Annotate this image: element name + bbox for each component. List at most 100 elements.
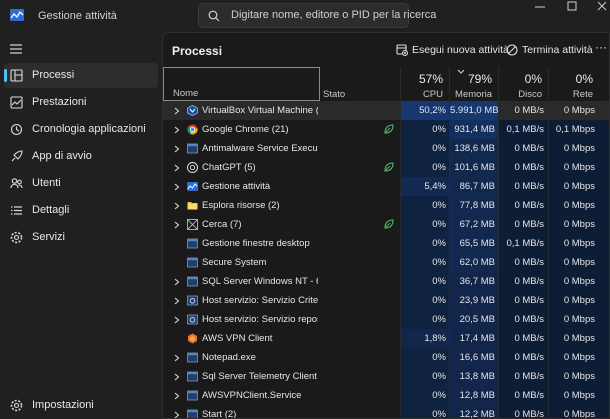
run-task-icon xyxy=(396,44,408,56)
sidebar-item-prestazioni[interactable]: Prestazioni xyxy=(4,90,158,115)
close-icon[interactable] xyxy=(588,0,610,14)
table-row[interactable]: Antimalware Service Executable 0% 138,6 MB… xyxy=(163,139,609,158)
mem-value: 13,8 MB xyxy=(459,371,495,382)
memory-label: Memoria xyxy=(455,89,492,100)
mem-value: 101,6 MB xyxy=(454,162,495,173)
cpu-value: 0% xyxy=(432,390,446,401)
chevron-right-icon[interactable] xyxy=(174,277,180,286)
run-new-task-button[interactable]: Esegui nuova attività xyxy=(396,41,509,61)
table-row[interactable]: Host servizio: Servizio Criteri diagnost… xyxy=(163,291,609,310)
chevron-right-icon[interactable] xyxy=(174,182,180,191)
task-manager-icon xyxy=(187,181,198,192)
sidebar-item-impostazioni[interactable]: Impostazioni xyxy=(4,393,158,418)
column-header-cpu[interactable]: 57% CPU xyxy=(401,67,449,101)
cpu-cell-bg xyxy=(401,310,449,329)
chevron-right-icon[interactable] xyxy=(174,391,180,400)
table-row[interactable]: Start (2) 0% 12,2 MB 0 MB/s 0 Mbps xyxy=(163,405,609,418)
sidebar-item-app-di-avvio[interactable]: App di avvio xyxy=(4,144,158,169)
process-name: Google Chrome (21) xyxy=(202,124,289,135)
column-name-label: Nome xyxy=(173,88,199,99)
column-divider xyxy=(400,67,401,418)
column-header-name[interactable]: Nome xyxy=(163,67,320,101)
chevron-right-icon[interactable] xyxy=(174,315,180,324)
performance-icon xyxy=(10,96,23,109)
sort-chevron-icon xyxy=(457,69,465,74)
window-icon xyxy=(187,238,198,249)
net-value: 0 Mbps xyxy=(563,333,595,344)
more-options-button[interactable]: ··· xyxy=(595,40,607,54)
disk-value: 0,1 MB/s xyxy=(506,124,545,135)
process-name: VirtualBox Virtual Machine (3) xyxy=(202,105,318,116)
chevron-right-icon[interactable] xyxy=(174,372,180,381)
sidebar-item-servizi[interactable]: Servizi xyxy=(4,225,158,250)
folder-icon xyxy=(187,200,198,211)
disk-value: 0 MB/s xyxy=(514,333,544,344)
table-row[interactable]: VirtualBox Virtual Machine (3) 50,2% 5.991… xyxy=(163,101,609,120)
table-row[interactable]: SQL Server Windows NT - 64 Bit 0% 36,7 MB 0… xyxy=(163,272,609,291)
chevron-right-icon[interactable] xyxy=(174,163,180,172)
hamburger-menu-icon[interactable] xyxy=(10,44,22,54)
memory-cell-bg xyxy=(450,158,498,177)
chevron-right-icon[interactable] xyxy=(174,144,180,153)
column-header-network[interactable]: 0% Rete xyxy=(549,67,599,101)
disk-value: 0 MB/s xyxy=(514,276,544,287)
memory-cell-bg xyxy=(450,177,498,196)
cpu-value: 50,2% xyxy=(419,105,446,116)
chevron-right-icon[interactable] xyxy=(174,220,180,229)
maximize-icon[interactable] xyxy=(557,0,587,14)
table-row[interactable]: Gestione finestre desktop 0% 65,5 MB 0,1 MB… xyxy=(163,234,609,253)
mem-value: 931,4 MB xyxy=(454,124,495,135)
table-row[interactable]: Gestione attività 5,4% 86,7 MB 0 MB/s 0 Mbps xyxy=(163,177,609,196)
process-name: Cerca (7) xyxy=(202,219,242,230)
table-row[interactable]: Cerca (7) 0% 67,2 MB 0 MB/s 0 Mbps xyxy=(163,215,609,234)
disk-value: 0 MB/s xyxy=(514,105,544,116)
chevron-right-icon[interactable] xyxy=(174,353,180,362)
cpu-value: 0% xyxy=(432,143,446,154)
sidebar-item-label: Impostazioni xyxy=(32,399,94,411)
process-name: AWS VPN Client xyxy=(202,333,273,344)
cpu-cell-bg xyxy=(401,405,449,418)
table-row[interactable]: Google Chrome (21) 0% 931,4 MB 0,1 MB/s 0,1 … xyxy=(163,120,609,139)
disk-value: 0 MB/s xyxy=(514,181,544,192)
chevron-right-icon[interactable] xyxy=(174,106,180,115)
disk-value: 0 MB/s xyxy=(514,162,544,173)
column-header-status[interactable]: Stato xyxy=(321,67,401,101)
chevron-right-icon[interactable] xyxy=(174,125,180,134)
disk-value: 0 MB/s xyxy=(514,371,544,382)
chevron-right-icon[interactable] xyxy=(174,410,180,418)
chevron-right-icon[interactable] xyxy=(174,296,180,305)
table-row[interactable]: Sql Server Telemetry Client 0% 13,8 MB 0 MB… xyxy=(163,367,609,386)
column-header-disk[interactable]: 0% Disco xyxy=(499,67,548,101)
net-value: 0 Mbps xyxy=(563,162,595,173)
virtualbox-icon xyxy=(187,105,198,116)
column-header-memory[interactable]: 79% Memoria xyxy=(450,67,498,101)
net-value: 0 Mbps xyxy=(563,295,595,306)
memory-cell-bg xyxy=(450,139,498,158)
mem-value: 12,8 MB xyxy=(459,390,495,401)
users-icon xyxy=(10,178,23,189)
table-row[interactable]: Notepad.exe 0% 16,6 MB 0 MB/s 0 Mbps xyxy=(163,348,609,367)
table-row[interactable]: AWS VPN Client 1,8% 17,4 MB 0 MB/s 0 Mbps xyxy=(163,329,609,348)
sidebar-item-utenti[interactable]: Utenti xyxy=(4,171,158,196)
cpu-cell-bg xyxy=(401,329,449,348)
search-box[interactable]: Digitare nome, editore o PID per la rice… xyxy=(198,3,436,28)
disk-value: 0 MB/s xyxy=(514,390,544,401)
sidebar-item-cronologia[interactable]: Cronologia applicazioni xyxy=(4,117,158,142)
memory-cell-bg xyxy=(450,101,498,120)
table-row[interactable]: Secure System 0% 62,0 MB 0 MB/s 0 Mbps xyxy=(163,253,609,272)
chevron-right-icon[interactable] xyxy=(174,201,180,210)
table-row[interactable]: Host servizio: Servizio repository stato… xyxy=(163,310,609,329)
memory-cell-bg xyxy=(450,215,498,234)
table-row[interactable]: AWSVPNClient.Service 0% 12,8 MB 0 MB/s 0 Mbp… xyxy=(163,386,609,405)
minimize-icon[interactable] xyxy=(525,0,555,14)
table-row[interactable]: Esplora risorse (2) 0% 77,8 MB 0 MB/s 0 Mbps xyxy=(163,196,609,215)
process-name: AWSVPNClient.Service xyxy=(202,390,302,401)
services-icon xyxy=(10,231,23,244)
cpu-value: 5,4% xyxy=(424,181,446,192)
end-task-button[interactable]: Termina attività xyxy=(506,41,593,61)
title-bar: Gestione attività Digitare nome, editore… xyxy=(0,0,610,32)
table-row[interactable]: ChatGPT (5) 0% 101,6 MB 0 MB/s 0 Mbps xyxy=(163,158,609,177)
sidebar-item-processi[interactable]: Processi xyxy=(4,63,158,88)
memory-cell-bg xyxy=(450,310,498,329)
sidebar-item-dettagli[interactable]: Dettagli xyxy=(4,198,158,223)
